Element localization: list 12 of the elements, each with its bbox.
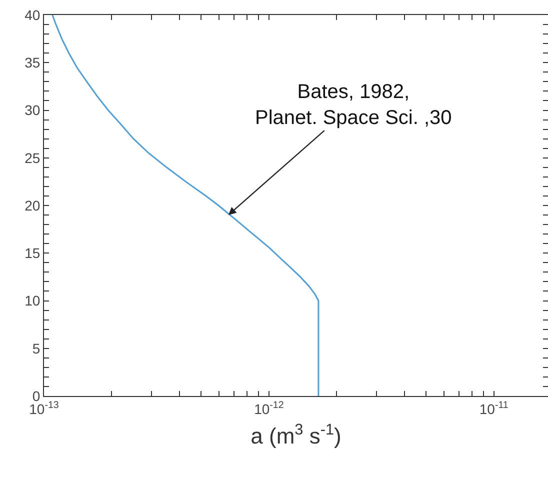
y-tick-label: 5 — [32, 340, 40, 356]
y-tick-label: 20 — [24, 197, 40, 214]
y-tick-label: 25 — [24, 150, 40, 166]
x-tick-label: 10$^{-12}$ — [254, 400, 284, 417]
annotation: Bates, 1982, Planet. Space Sci. ,30 — [255, 81, 452, 129]
x-tick-label: 10$^{-11}$ — [479, 400, 508, 417]
y-tick-label: 30 — [24, 102, 40, 118]
y-tick-label: 10 — [24, 292, 40, 309]
y-tick-label: 40 — [24, 6, 40, 23]
y-tick-label: 15 — [24, 245, 40, 262]
y-tick-label: 35 — [24, 54, 40, 71]
x-axis-title: a (m$^{3}$ s$^{-1}$) — [250, 421, 342, 449]
